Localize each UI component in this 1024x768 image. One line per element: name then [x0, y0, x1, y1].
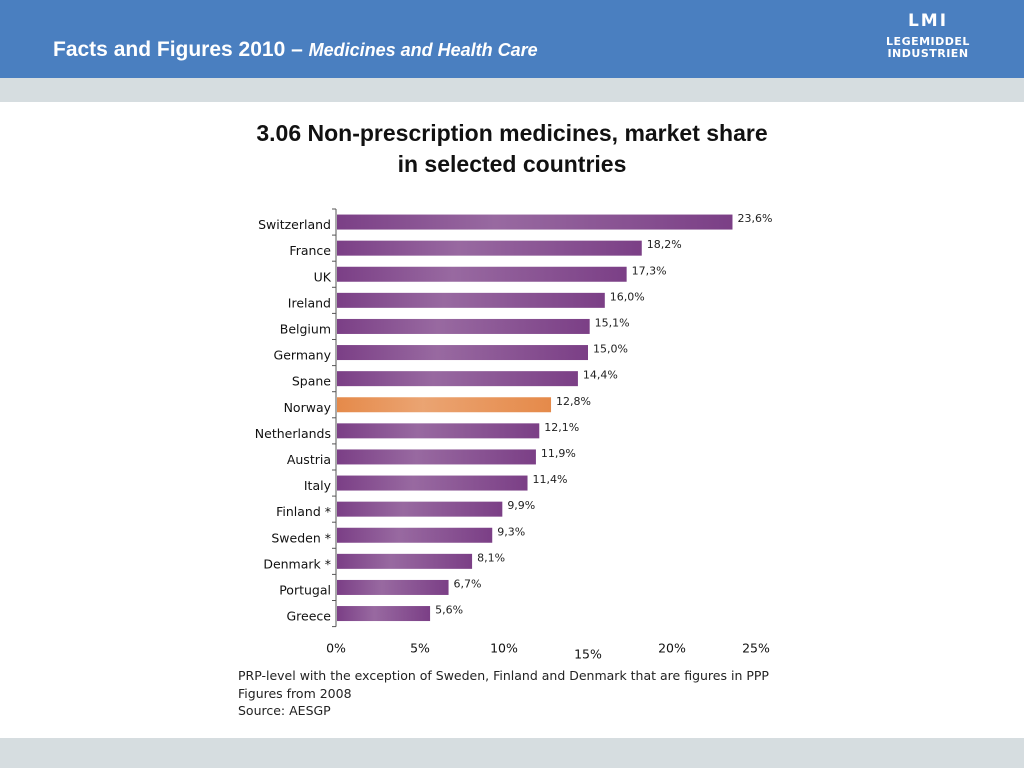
bar [337, 475, 528, 491]
category-label: UK [314, 269, 332, 284]
chart-title-line-2: in selected countries [397, 151, 627, 177]
category-label: Belgium [280, 321, 331, 336]
x-tick-label: 10% [490, 641, 518, 656]
note-source: Source: AESGP [238, 703, 331, 718]
category-label: Netherlands [255, 426, 331, 441]
header-divider-band [0, 78, 1024, 102]
x-tick-label: 15% [574, 647, 602, 662]
data-label: 15,1% [595, 316, 630, 329]
category-label: Italy [304, 478, 332, 493]
data-label: 18,2% [647, 238, 682, 251]
x-tick-label: 5% [410, 641, 430, 656]
x-tick-label: 20% [658, 641, 686, 656]
bar [337, 501, 503, 517]
bar [337, 266, 627, 282]
chart-title-line-1: 3.06 Non-prescription medicines, market … [256, 120, 768, 146]
bar [337, 292, 605, 308]
logo-line-1: LMI [907, 11, 949, 31]
category-label: Austria [287, 452, 331, 467]
data-label: 11,4% [533, 473, 568, 486]
category-label: Denmark * [263, 556, 331, 571]
bar [337, 579, 449, 595]
data-label: 9,3% [497, 525, 525, 538]
data-label: 15,0% [593, 343, 628, 356]
header-bar: Facts and Figures 2010 – Medicines and H… [0, 0, 1024, 78]
data-label: 23,6% [737, 212, 772, 225]
x-tick-label: 25% [742, 641, 770, 656]
bar [337, 240, 642, 256]
page-title-subtitle: Medicines and Health Care [308, 40, 538, 60]
category-label: Portugal [279, 582, 331, 597]
category-label: Greece [287, 609, 332, 624]
chart-notes: PRP-level with the exception of Sweden, … [238, 667, 769, 720]
bar [337, 449, 536, 465]
data-label: 5,6% [435, 604, 463, 617]
page-title: Facts and Figures 2010 – Medicines and H… [53, 38, 538, 62]
bar [337, 553, 473, 569]
logo-line-2: LEGEMIDDEL [886, 35, 970, 48]
data-label: 17,3% [632, 264, 667, 277]
note-figures-year: Figures from 2008 [238, 685, 352, 701]
bar-norway-highlight [337, 397, 552, 413]
category-label: Sweden * [271, 530, 331, 545]
note-prp-ppp: PRP-level with the exception of Sweden, … [238, 668, 769, 683]
category-label: Germany [274, 348, 332, 363]
category-label: Spane [292, 374, 331, 389]
category-label: Norway [284, 400, 332, 415]
x-tick-label: 0% [326, 641, 346, 656]
data-label: 12,1% [544, 421, 579, 434]
category-label: France [289, 243, 331, 258]
data-label: 8,1% [477, 551, 505, 564]
bar [337, 423, 540, 439]
bar [337, 214, 733, 230]
bar [337, 527, 493, 543]
footer-band [0, 738, 1024, 768]
category-label: Ireland [288, 295, 331, 310]
data-label: 12,8% [556, 395, 591, 408]
category-label: Finland * [276, 504, 331, 519]
data-label: 6,7% [454, 577, 482, 590]
data-label: 16,0% [610, 290, 645, 303]
bar [337, 318, 590, 334]
chart-title: 3.06 Non-prescription medicines, market … [200, 118, 824, 180]
lmi-logo: LMI LEGEMIDDEL INDUSTRIEN [880, 12, 976, 66]
category-label: Switzerland [258, 217, 331, 232]
bar [337, 606, 431, 622]
page-title-main: Facts and Figures 2010 – [53, 38, 303, 61]
bar [337, 345, 588, 361]
bar [337, 371, 578, 387]
data-label: 9,9% [507, 499, 535, 512]
data-label: 14,4% [583, 369, 618, 382]
data-label: 11,9% [541, 447, 576, 460]
logo-line-3: INDUSTRIEN [887, 47, 969, 60]
